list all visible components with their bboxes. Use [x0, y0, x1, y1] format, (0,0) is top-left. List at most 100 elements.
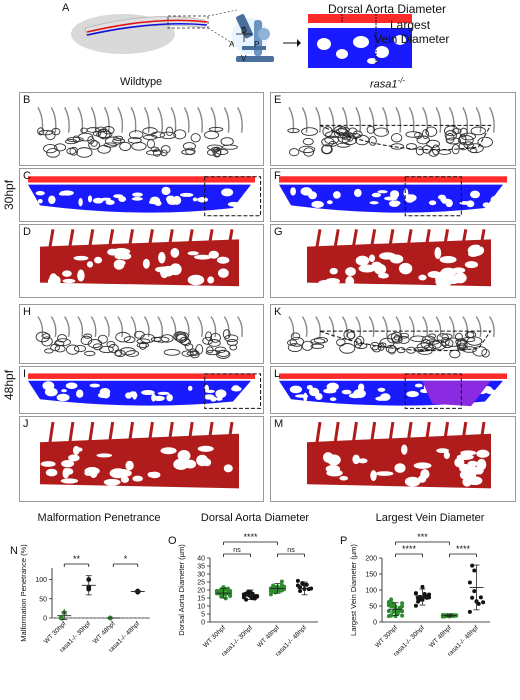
image-panel-m: M — [270, 416, 516, 502]
stage-label-48hpf: 48hpf — [2, 369, 16, 400]
label-vein-diameter: Vein Diameter — [374, 32, 450, 46]
data-point — [400, 601, 405, 606]
arrow-icon — [283, 39, 301, 47]
data-point — [255, 594, 260, 599]
significance-label: **** — [243, 532, 258, 542]
image-panel-j: J — [19, 416, 264, 502]
compass-v: V — [241, 54, 247, 63]
image-panel-b: B — [19, 92, 264, 166]
y-axis-label: Largest Vein Diameter (µm) — [349, 544, 358, 636]
y-tick-label: 100 — [35, 577, 47, 584]
panel-letter-f: F — [274, 170, 281, 182]
panel-letter-h: H — [23, 306, 31, 318]
image-panel-k: K — [270, 304, 516, 364]
y-tick-label: 25 — [197, 580, 205, 587]
panel-letter-g: G — [274, 226, 283, 238]
data-point — [478, 595, 483, 600]
data-point — [268, 592, 273, 597]
data-point — [228, 593, 233, 598]
y-tick-label: 30 — [197, 572, 205, 579]
x-tick-label: WT 30hpf — [43, 620, 68, 645]
panel-letter-i: I — [23, 368, 27, 380]
y-tick-label: 35 — [197, 564, 205, 571]
x-tick-label: WT 30hpf — [202, 624, 227, 649]
panel-letter-j: J — [23, 418, 29, 430]
chart-title-n: Malformation Penetrance — [37, 512, 161, 524]
data-point — [467, 580, 472, 585]
data-point — [386, 609, 391, 614]
data-point — [268, 589, 273, 594]
panel-letter-k: K — [274, 306, 282, 318]
data-point — [389, 613, 394, 618]
y-tick-label: 10 — [197, 604, 205, 611]
y-axis-label: Malformation Penetrance (%) — [19, 544, 28, 642]
y-tick-label: 5 — [201, 612, 205, 619]
data-point — [420, 584, 425, 589]
significance-label: ** — [73, 554, 81, 564]
data-point — [304, 582, 309, 587]
data-point — [470, 563, 475, 568]
compass-a: A — [229, 40, 235, 49]
image-panel-g: G — [270, 224, 516, 298]
y-tick-label: 0 — [201, 620, 205, 627]
column-title-rasa1: rasa1-/- — [370, 76, 406, 91]
data-point — [400, 613, 405, 618]
data-point — [282, 584, 287, 589]
significance-label: * — [124, 554, 128, 564]
panel-letter-a: A — [62, 2, 70, 14]
data-point — [472, 568, 477, 573]
stage-label-30hpf: 30hpf — [2, 179, 16, 210]
data-point — [400, 609, 405, 614]
compass-d: D — [241, 26, 247, 35]
data-point — [472, 589, 477, 594]
y-tick-label: 15 — [197, 596, 205, 603]
schematic-vessels — [308, 14, 412, 68]
data-point — [295, 578, 300, 583]
microscope-icon — [236, 14, 274, 62]
image-panel-e: E — [270, 92, 516, 166]
panel-letter-b: B — [23, 94, 31, 106]
y-tick-label: 20 — [197, 588, 205, 595]
data-point — [413, 603, 418, 608]
image-panel-c: C — [19, 168, 264, 222]
data-point — [395, 611, 400, 616]
significance-label: ns — [233, 547, 241, 554]
panel-letter-e: E — [274, 94, 282, 106]
significance-label: *** — [417, 532, 428, 542]
data-point — [476, 601, 481, 606]
panel-letter-d: D — [23, 226, 31, 238]
data-point — [400, 604, 405, 609]
y-tick-label: 0 — [373, 620, 377, 627]
data-point — [228, 590, 233, 595]
label-largest: Largest — [390, 18, 431, 32]
y-tick-label: 100 — [365, 588, 377, 595]
column-title-wildtype: Wildtype — [120, 76, 163, 88]
image-panel-f: F — [270, 168, 516, 222]
y-axis-label: Dorsal Aorta Diameter (µm) — [177, 544, 186, 636]
y-tick-label: 0 — [43, 616, 47, 623]
data-point — [391, 609, 396, 614]
chart-title-o: Dorsal Aorta Diameter — [200, 512, 310, 524]
data-point — [470, 595, 475, 600]
data-point — [413, 591, 418, 596]
panel-letter-n: N — [10, 545, 18, 557]
panel-letter-p: P — [340, 535, 347, 547]
y-tick-label: 200 — [365, 556, 377, 563]
panel-letter-m: M — [274, 418, 284, 430]
image-panel-i: I — [19, 366, 264, 414]
chart-title-p: Largest Vein Diameter — [375, 512, 485, 524]
data-point — [277, 586, 282, 591]
image-panel-d: D — [19, 224, 264, 298]
y-tick-label: 50 — [369, 604, 377, 611]
data-point — [416, 599, 421, 604]
data-point — [467, 609, 472, 614]
data-point — [481, 600, 486, 605]
significance-label: ns — [287, 547, 295, 554]
panel-letter-l: L — [274, 368, 281, 380]
image-panel-l: L — [270, 366, 516, 414]
compass-p: P — [254, 40, 260, 49]
data-point — [427, 592, 432, 597]
significance-label: **** — [456, 544, 471, 554]
y-tick-label: 40 — [197, 556, 205, 563]
axis-compass-icon — [236, 26, 252, 42]
